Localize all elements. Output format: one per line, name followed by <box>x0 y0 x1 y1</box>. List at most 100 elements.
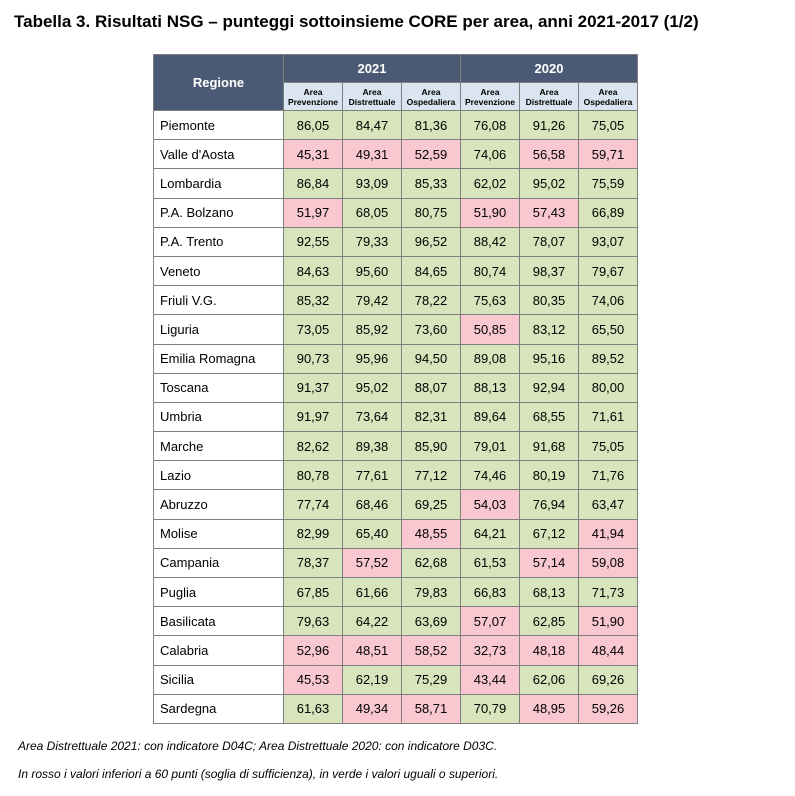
score-cell: 75,29 <box>401 664 461 695</box>
score-cell: 63,69 <box>401 606 461 637</box>
score-cell: 58,52 <box>401 635 461 666</box>
score-cell: 62,19 <box>342 664 402 695</box>
table-row: Liguria 73,05 85,92 73,60 50,85 83,12 65,50 <box>153 314 638 345</box>
score-cell: 95,02 <box>519 168 579 199</box>
page-title: Tabella 3. Risultati NSG – punteggi sott… <box>14 12 699 31</box>
table-row: Puglia 67,85 61,66 79,83 66,83 68,13 71,73 <box>153 576 638 608</box>
region-cell: Molise <box>153 518 284 549</box>
score-cell: 79,33 <box>342 226 402 257</box>
score-cell: 48,18 <box>519 635 579 666</box>
score-cell: 52,96 <box>283 635 343 666</box>
score-cell: 51,90 <box>460 197 520 228</box>
score-cell: 93,07 <box>578 226 638 257</box>
score-cell: 96,52 <box>401 226 461 257</box>
score-cell: 74,06 <box>460 139 520 170</box>
score-cell: 82,62 <box>283 431 343 462</box>
score-cell: 79,67 <box>578 255 638 287</box>
score-cell: 66,89 <box>578 197 638 228</box>
score-cell: 85,92 <box>342 314 402 345</box>
table-row: Friuli V.G. 85,32 79,42 78,22 75,63 80,35 74,0… <box>153 285 638 316</box>
score-cell: 77,74 <box>283 489 343 520</box>
score-cell: 62,06 <box>519 664 579 695</box>
score-cell: 88,07 <box>401 372 461 403</box>
region-cell: Sicilia <box>153 664 284 695</box>
score-cell: 32,73 <box>460 635 520 666</box>
area-header-distrettuale-2020: Area Distrettuale <box>519 82 579 111</box>
region-cell: Marche <box>153 431 284 462</box>
score-cell: 89,38 <box>342 431 402 462</box>
score-cell: 79,63 <box>283 606 343 637</box>
score-cell: 84,47 <box>342 109 402 141</box>
region-cell: Piemonte <box>153 109 284 141</box>
table-row: Molise 82,99 65,40 48,55 64,21 67,12 41,94 <box>153 518 638 549</box>
region-column-header: Regione <box>153 54 284 111</box>
table-row: Basilicata 79,63 64,22 63,69 57,07 62,85 51,90 <box>153 606 638 637</box>
score-cell: 68,55 <box>519 401 579 433</box>
score-cell: 88,13 <box>460 372 520 403</box>
score-cell: 64,21 <box>460 518 520 549</box>
table-row: Umbria 91,97 73,64 82,31 89,64 68,55 71,61 <box>153 401 638 433</box>
score-cell: 62,85 <box>519 606 579 637</box>
region-cell: P.A. Trento <box>153 226 284 257</box>
region-cell: Emilia Romagna <box>153 343 284 374</box>
score-cell: 56,58 <box>519 139 579 170</box>
score-cell: 69,25 <box>401 489 461 520</box>
score-cell: 78,07 <box>519 226 579 257</box>
table-row: Lazio 80,78 77,61 77,12 74,46 80,19 71,76 <box>153 460 638 491</box>
score-cell: 63,47 <box>578 489 638 520</box>
table-row: Calabria 52,96 48,51 58,52 32,73 48,18 48,44 <box>153 635 638 666</box>
score-cell: 81,36 <box>401 109 461 141</box>
score-cell: 77,61 <box>342 460 402 491</box>
region-cell: P.A. Bolzano <box>153 197 284 228</box>
year-header-2021: 2021 <box>283 54 461 83</box>
region-cell: Puglia <box>153 576 284 608</box>
score-cell: 61,53 <box>460 547 520 579</box>
table-row: Piemonte 86,05 84,47 81,36 76,08 91,26 75,05 <box>153 109 638 141</box>
score-cell: 67,85 <box>283 576 343 608</box>
score-cell: 48,95 <box>519 693 579 724</box>
score-cell: 43,44 <box>460 664 520 695</box>
score-cell: 49,34 <box>342 693 402 724</box>
score-cell: 66,83 <box>460 576 520 608</box>
table-row: Marche 82,62 89,38 85,90 79,01 91,68 75,05 <box>153 431 638 462</box>
score-cell: 73,64 <box>342 401 402 433</box>
table-row: P.A. Bolzano 51,97 68,05 80,75 51,90 57,43 66,… <box>153 197 638 228</box>
score-cell: 61,66 <box>342 576 402 608</box>
score-cell: 67,12 <box>519 518 579 549</box>
score-cell: 58,71 <box>401 693 461 724</box>
score-cell: 48,55 <box>401 518 461 549</box>
score-cell: 61,63 <box>283 693 343 724</box>
score-cell: 71,76 <box>578 460 638 491</box>
score-cell: 41,94 <box>578 518 638 549</box>
score-cell: 74,46 <box>460 460 520 491</box>
score-cell: 69,26 <box>578 664 638 695</box>
score-cell: 91,97 <box>283 401 343 433</box>
score-cell: 62,02 <box>460 168 520 199</box>
score-cell: 77,12 <box>401 460 461 491</box>
score-cell: 80,74 <box>460 255 520 287</box>
score-cell: 84,65 <box>401 255 461 287</box>
score-cell: 65,40 <box>342 518 402 549</box>
footnote-indicators: Area Distrettuale 2021: con indicatore D… <box>18 739 498 753</box>
score-cell: 85,90 <box>401 431 461 462</box>
score-cell: 51,97 <box>283 197 343 228</box>
score-cell: 68,13 <box>519 576 579 608</box>
table-row: Veneto 84,63 95,60 84,65 80,74 98,37 79,67 <box>153 255 638 287</box>
table-row: Sardegna 61,63 49,34 58,71 70,79 48,95 59,26 <box>153 693 638 724</box>
region-cell: Veneto <box>153 255 284 287</box>
score-cell: 50,85 <box>460 314 520 345</box>
score-cell: 93,09 <box>342 168 402 199</box>
score-cell: 59,08 <box>578 547 638 579</box>
score-cell: 75,05 <box>578 109 638 141</box>
score-cell: 57,14 <box>519 547 579 579</box>
score-cell: 76,94 <box>519 489 579 520</box>
score-cell: 80,35 <box>519 285 579 316</box>
score-cell: 85,32 <box>283 285 343 316</box>
area-header-ospedaliera-2020: Area Ospedaliera <box>578 82 638 111</box>
region-cell: Lombardia <box>153 168 284 199</box>
area-header-distrettuale-2021: Area Distrettuale <box>342 82 402 111</box>
region-cell: Abruzzo <box>153 489 284 520</box>
score-cell: 85,33 <box>401 168 461 199</box>
area-header-prevenzione-2021: Area Prevenzione <box>283 82 343 111</box>
score-cell: 51,90 <box>578 606 638 637</box>
